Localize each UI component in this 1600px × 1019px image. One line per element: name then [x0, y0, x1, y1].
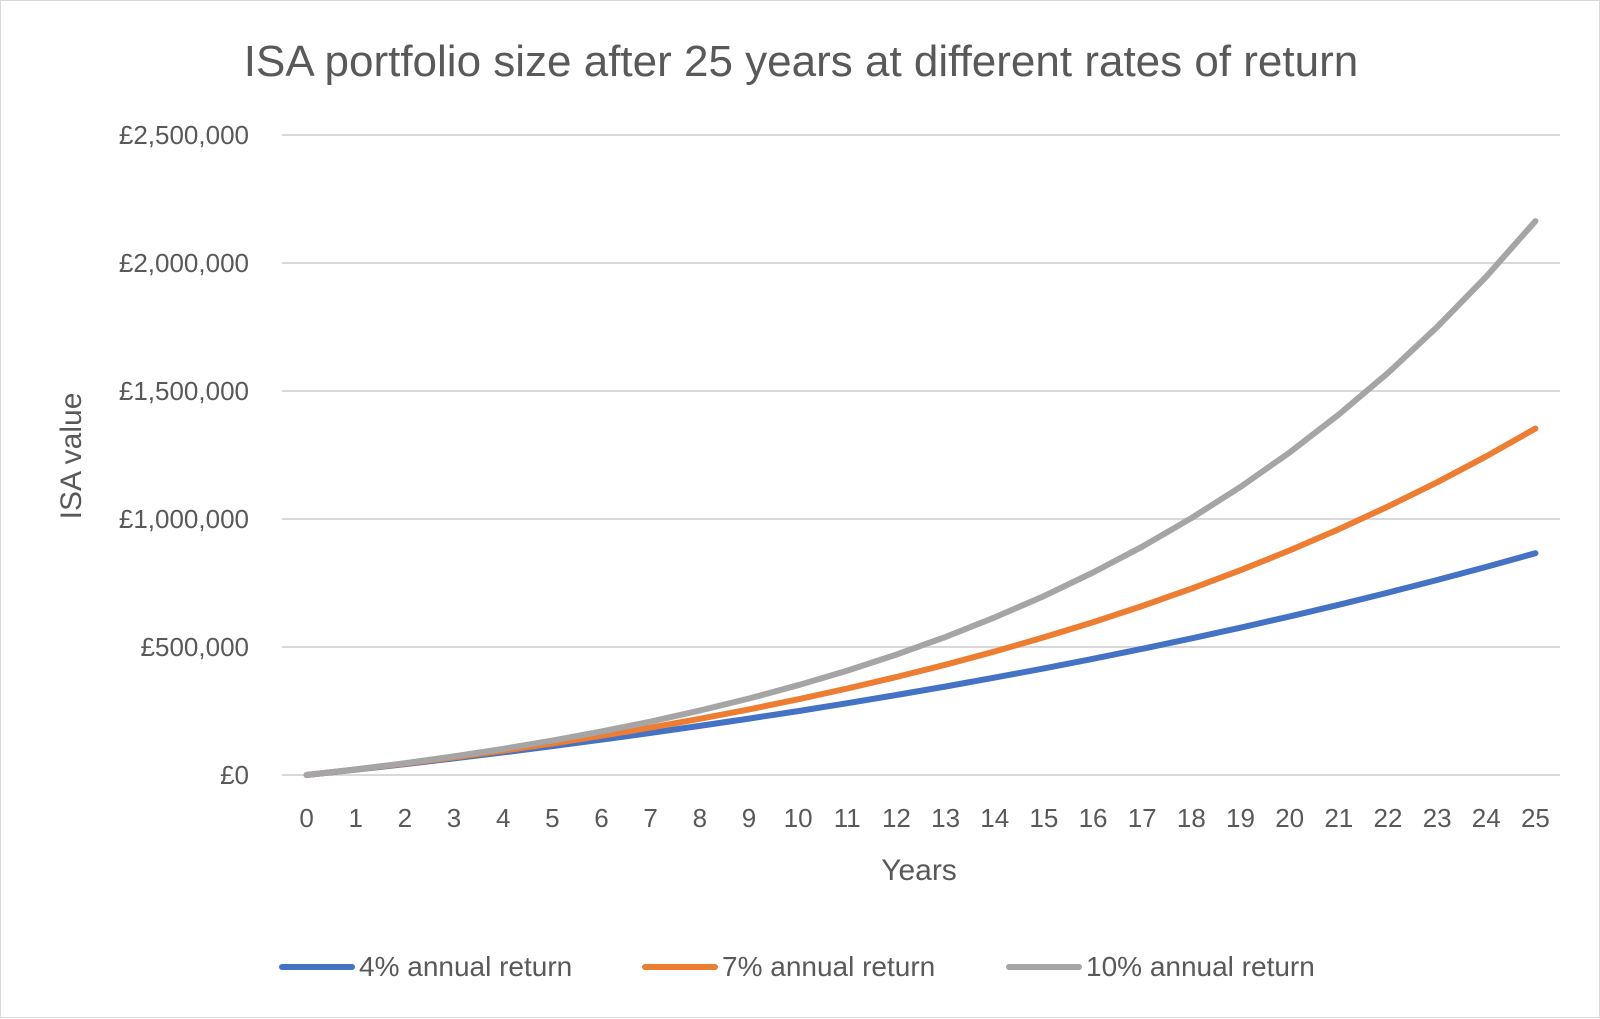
y-tick-label: £0	[220, 760, 249, 790]
x-tick-label: 24	[1472, 803, 1501, 833]
x-tick-label: 25	[1521, 803, 1550, 833]
legend-label: 4% annual return	[359, 951, 572, 982]
x-axis-label: Years	[881, 854, 957, 887]
x-tick-label: 7	[643, 803, 657, 833]
y-tick-label: £2,000,000	[119, 248, 249, 278]
legend-label: 10% annual return	[1086, 951, 1315, 982]
legend-item: 4% annual return	[282, 951, 572, 982]
x-tick-label: 13	[931, 803, 960, 833]
y-axis-label: ISA value	[55, 393, 88, 520]
x-tick-label: 12	[882, 803, 911, 833]
legend-item: 10% annual return	[1009, 951, 1315, 982]
series-lines	[306, 221, 1535, 775]
x-tick-label: 0	[299, 803, 313, 833]
y-tick-label: £500,000	[141, 632, 249, 662]
x-tick-label: 5	[545, 803, 559, 833]
y-tick-label: £2,500,000	[119, 120, 249, 150]
legend: 4% annual return 7% annual return 10% annu…	[282, 951, 1315, 982]
legend-label: 7% annual return	[722, 951, 935, 982]
x-tick-label: 15	[1029, 803, 1058, 833]
x-tick-label: 21	[1324, 803, 1353, 833]
x-tick-label: 10	[784, 803, 813, 833]
series-line-4-annual-return	[307, 553, 1536, 775]
x-tick-label: 3	[447, 803, 461, 833]
legend-item: 7% annual return	[645, 951, 935, 982]
x-tick-label: 20	[1275, 803, 1304, 833]
x-tick-label: 19	[1226, 803, 1255, 833]
y-tick-label: £1,500,000	[119, 376, 249, 406]
y-tick-label: £1,000,000	[119, 504, 249, 534]
gridlines	[282, 135, 1560, 775]
x-tick-label: 6	[594, 803, 608, 833]
y-axis-ticks: £0 £500,000 £1,000,000 £1,500,000 £2,000,000…	[119, 120, 249, 790]
x-tick-label: 14	[980, 803, 1009, 833]
x-tick-label: 16	[1079, 803, 1108, 833]
x-tick-label: 2	[398, 803, 412, 833]
x-tick-label: 23	[1423, 803, 1452, 833]
x-tick-label: 4	[496, 803, 510, 833]
x-tick-label: 11	[834, 803, 861, 833]
chart-title: ISA portfolio size after 25 years at dif…	[244, 37, 1358, 86]
x-tick-label: 9	[742, 803, 756, 833]
x-tick-label: 18	[1177, 803, 1206, 833]
x-tick-label: 8	[693, 803, 707, 833]
x-tick-label: 17	[1128, 803, 1157, 833]
x-tick-label: 22	[1374, 803, 1403, 833]
x-tick-label: 1	[348, 803, 362, 833]
